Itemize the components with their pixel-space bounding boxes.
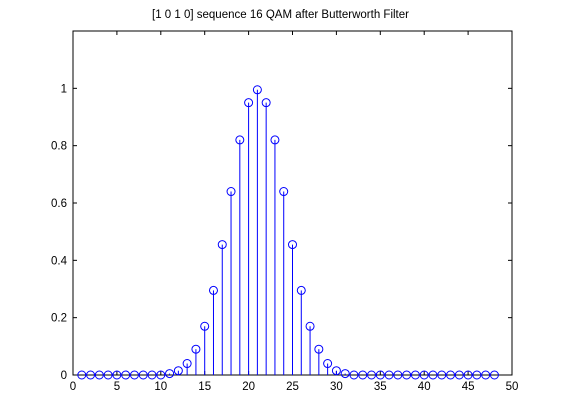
stem-marker — [252, 85, 262, 95]
stem-marker — [129, 370, 139, 380]
chart-title: [1 0 1 0] sequence 16 QAM after Butterwo… — [152, 9, 409, 21]
x-tick-label: 40 — [418, 381, 431, 393]
stem-marker — [410, 370, 420, 380]
stem-marker — [419, 370, 429, 380]
stem-marker — [296, 285, 306, 295]
x-tick-label: 35 — [374, 381, 387, 393]
x-tick-label: 45 — [462, 381, 475, 393]
x-tick-label: 20 — [242, 381, 255, 393]
stem-marker — [94, 370, 104, 380]
stem-marker — [208, 285, 218, 295]
stem-marker — [481, 370, 491, 380]
stem-marker — [472, 370, 482, 380]
y-tick-label: 0.6 — [51, 198, 67, 210]
stem-series — [77, 85, 499, 380]
stem-marker — [147, 370, 157, 380]
stem-marker — [77, 370, 87, 380]
stem-marker — [463, 370, 473, 380]
y-axis-ticks: 0 0.2 0.4 0.6 0.8 1 — [51, 83, 512, 382]
stem-marker — [279, 187, 289, 197]
stem-marker — [86, 370, 96, 380]
stem-marker — [384, 370, 394, 380]
stem-marker — [235, 135, 245, 145]
stem-marker — [375, 370, 385, 380]
stem-marker — [182, 359, 192, 369]
stem-marker — [428, 370, 438, 380]
stem-marker — [261, 98, 271, 108]
x-tick-label: 5 — [114, 381, 120, 393]
y-tick-label: 1 — [61, 83, 67, 95]
stem-marker — [200, 321, 210, 331]
stem-marker — [349, 370, 359, 380]
stem-marker — [288, 240, 297, 250]
stem-marker — [331, 366, 341, 376]
x-tick-label: 50 — [506, 381, 519, 393]
y-tick-label: 0.2 — [51, 313, 67, 325]
stem-marker — [173, 366, 183, 376]
x-tick-label: 0 — [70, 381, 76, 393]
stem-marker — [270, 135, 280, 145]
x-tick-label: 15 — [198, 381, 211, 393]
stem-marker — [489, 370, 499, 380]
y-tick-label: 0 — [61, 370, 67, 382]
stem-marker — [446, 370, 456, 380]
stem-marker — [358, 370, 368, 380]
stem-marker — [191, 344, 201, 354]
stem-marker — [103, 370, 113, 380]
stem-marker — [244, 98, 254, 108]
y-tick-label: 0.4 — [51, 255, 68, 267]
stem-marker — [226, 187, 236, 197]
x-tick-label: 30 — [330, 381, 343, 393]
stem-marker — [367, 370, 377, 380]
stem-marker — [454, 370, 464, 380]
x-tick-label: 25 — [286, 381, 299, 393]
stem-marker — [323, 359, 333, 369]
stem-marker — [314, 344, 324, 354]
stem-marker — [112, 370, 122, 380]
stem-marker — [217, 240, 227, 250]
y-tick-label: 0.8 — [51, 141, 67, 153]
stem-marker — [437, 370, 447, 380]
stem-marker — [402, 370, 412, 380]
stem-marker — [393, 370, 403, 380]
stem-marker — [305, 321, 315, 331]
x-axis-ticks: 0 5 10 15 20 25 30 35 40 45 50 — [70, 31, 519, 393]
stem-marker — [138, 370, 148, 380]
stem-marker — [165, 369, 175, 379]
stem-marker — [156, 370, 166, 380]
stem-marker — [121, 370, 131, 380]
x-tick-label: 10 — [154, 381, 167, 393]
stem-marker — [340, 369, 350, 379]
